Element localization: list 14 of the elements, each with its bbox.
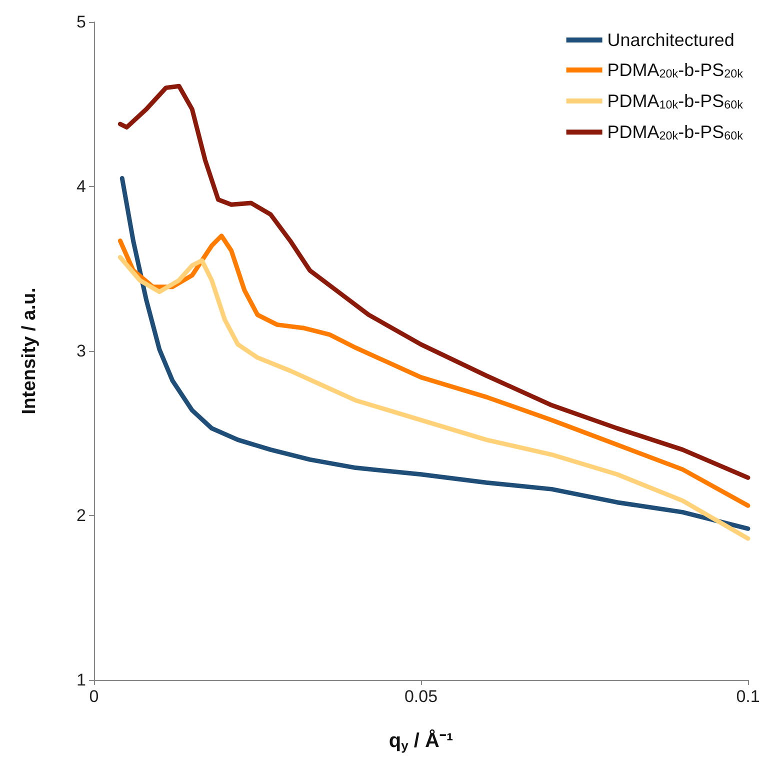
line-series bbox=[120, 176, 750, 531]
y-tick-label: 5 bbox=[76, 12, 86, 32]
y-tick-label: 3 bbox=[76, 342, 86, 360]
y-tick-label: 4 bbox=[76, 177, 86, 196]
y-axis-title: Intensity / a.u. bbox=[19, 288, 40, 414]
x-tick-label: 0.05 bbox=[404, 687, 438, 706]
y-tick-label: 1 bbox=[76, 670, 86, 690]
line-series bbox=[118, 234, 750, 508]
y-tick-label: 2 bbox=[76, 506, 86, 525]
x-tick-label: 0 bbox=[89, 687, 99, 706]
line-series bbox=[118, 254, 750, 541]
line-series bbox=[118, 84, 750, 480]
legend-label: Unarchitectured bbox=[607, 30, 734, 50]
x-tick-label: 0.1 bbox=[736, 687, 760, 706]
